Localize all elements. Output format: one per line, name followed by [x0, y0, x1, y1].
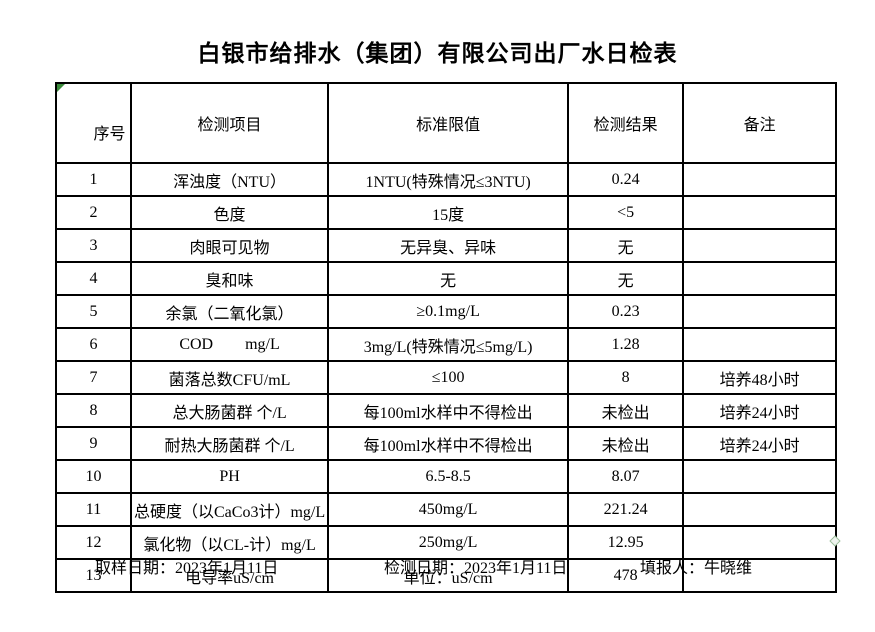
cell-result: 0.23	[567, 294, 685, 329]
cell-result: 未检出	[567, 393, 685, 428]
cell-remark: 培养48小时	[682, 360, 838, 395]
cell-no: 3	[55, 228, 132, 263]
cell-result: 无	[567, 228, 685, 263]
cell-remark: 培养24小时	[682, 426, 838, 461]
cell-no: 1	[55, 162, 132, 197]
cell-limit: 每100ml水样中不得检出	[327, 426, 570, 461]
table-row: 2 色度 15度 <5	[55, 195, 838, 230]
column-header-item: 检测项目	[129, 82, 330, 164]
cell-item: 氯化物（以CL-计）mg/L	[129, 525, 330, 560]
cell-result: <5	[567, 195, 685, 230]
cell-item: 臭和味	[129, 261, 330, 296]
table-row: 11 总硬度（以CaCo3计）mg/L 450mg/L 221.24	[55, 492, 838, 527]
table-row: 7 菌落总数CFU/mL ≤100 8 培养48小时	[55, 360, 838, 395]
cell-no: 6	[55, 327, 132, 362]
cell-item: 肉眼可见物	[129, 228, 330, 263]
cell-limit: ≥0.1mg/L	[327, 294, 570, 329]
cell-limit: 每100ml水样中不得检出	[327, 393, 570, 428]
cell-result: 无	[567, 261, 685, 296]
cell-item: 余氯（二氧化氯）	[129, 294, 330, 329]
cell-result: 478	[567, 558, 685, 593]
cell-limit: 3mg/L(特殊情况≤5mg/L)	[327, 327, 570, 362]
inspection-table: 序号 检测项目 标准限值 检测结果 备注 1 浑浊度（NTU） 1NTU(特殊情…	[55, 82, 838, 593]
cell-remark	[682, 162, 838, 197]
cell-no: 11	[55, 492, 132, 527]
table-row: 10 PH 6.5-8.5 8.07	[55, 459, 838, 494]
cell-result: 12.95	[567, 525, 685, 560]
cell-item: PH	[129, 459, 330, 494]
cell-remark	[682, 459, 838, 494]
cell-limit: 1NTU(特殊情况≤3NTU)	[327, 162, 570, 197]
table-row: 3 肉眼可见物 无异臭、异味 无	[55, 228, 838, 263]
cell-item: COD mg/L	[129, 327, 330, 362]
excel-corner-marker-icon	[58, 85, 65, 92]
table-header-row: 序号 检测项目 标准限值 检测结果 备注	[55, 82, 838, 164]
cell-remark: 培养24小时	[682, 393, 838, 428]
page-title: 白银市给排水（集团）有限公司出厂水日检表	[197, 40, 678, 66]
cell-no: 13	[55, 558, 132, 593]
table-row: 4 臭和味 无 无	[55, 261, 838, 296]
cell-result: 0.24	[567, 162, 685, 197]
cell-item: 耐热大肠菌群 个/L	[129, 426, 330, 461]
cell-limit: 无	[327, 261, 570, 296]
cell-limit: ≤100	[327, 360, 570, 395]
cell-no: 12	[55, 525, 132, 560]
cell-remark	[682, 195, 838, 230]
cell-limit: 250mg/L	[327, 525, 570, 560]
table-row: 12 氯化物（以CL-计）mg/L 250mg/L 12.95	[55, 525, 838, 560]
column-header-limit: 标准限值	[327, 82, 570, 164]
cell-result: 8	[567, 360, 685, 395]
cell-result: 8.07	[567, 459, 685, 494]
table-row: 5 余氯（二氧化氯） ≥0.1mg/L 0.23	[55, 294, 838, 329]
cell-no: 10	[55, 459, 132, 494]
cell-limit: 450mg/L	[327, 492, 570, 527]
sample-date: 取样日期：2023年1月11日	[95, 560, 279, 577]
table-body: 1 浑浊度（NTU） 1NTU(特殊情况≤3NTU) 0.24 2 色度 15度…	[55, 162, 838, 593]
column-header-result: 检测结果	[567, 82, 685, 164]
cell-limit: 无异臭、异味	[327, 228, 570, 263]
cell-limit: 15度	[327, 195, 570, 230]
table-row: 6 COD mg/L 3mg/L(特殊情况≤5mg/L) 1.28	[55, 327, 838, 362]
cell-no: 7	[55, 360, 132, 395]
reporter: 填报人：牛晓维	[640, 560, 753, 577]
cell-remark	[682, 558, 838, 593]
cell-limit: 单位：uS/cm	[327, 558, 570, 593]
cell-remark	[682, 294, 838, 329]
cell-item: 总硬度（以CaCo3计）mg/L	[129, 492, 330, 527]
column-header-index-label: 序号	[93, 126, 126, 143]
column-header-index: 序号	[55, 82, 132, 164]
cell-remark	[682, 261, 838, 296]
table-row: 13 电导率uS/cm 单位：uS/cm 478	[55, 558, 838, 593]
column-header-remark: 备注	[682, 82, 838, 164]
cell-result: 221.24	[567, 492, 685, 527]
cell-item: 色度	[129, 195, 330, 230]
cell-item: 浑浊度（NTU）	[129, 162, 330, 197]
cell-remark	[682, 492, 838, 527]
table-row: 9 耐热大肠菌群 个/L 每100ml水样中不得检出 未检出 培养24小时	[55, 426, 838, 461]
table-row: 8 总大肠菌群 个/L 每100ml水样中不得检出 未检出 培养24小时	[55, 393, 838, 428]
cell-no: 5	[55, 294, 132, 329]
cell-item: 电导率uS/cm	[129, 558, 330, 593]
cell-item: 菌落总数CFU/mL	[129, 360, 330, 395]
cell-result: 未检出	[567, 426, 685, 461]
cell-no: 4	[55, 261, 132, 296]
cell-no: 2	[55, 195, 132, 230]
cell-result: 1.28	[567, 327, 685, 362]
cell-no: 9	[55, 426, 132, 461]
cell-remark	[682, 228, 838, 263]
cell-no: 8	[55, 393, 132, 428]
test-date: 检测日期：2023年1月11日	[384, 560, 568, 577]
footer: 取样日期：2023年1月11日 检测日期：2023年1月11日 填报人：牛晓维	[0, 554, 875, 577]
cell-limit: 6.5-8.5	[327, 459, 570, 494]
cell-remark	[682, 327, 838, 362]
table-row: 1 浑浊度（NTU） 1NTU(特殊情况≤3NTU) 0.24	[55, 162, 838, 197]
cell-item: 总大肠菌群 个/L	[129, 393, 330, 428]
